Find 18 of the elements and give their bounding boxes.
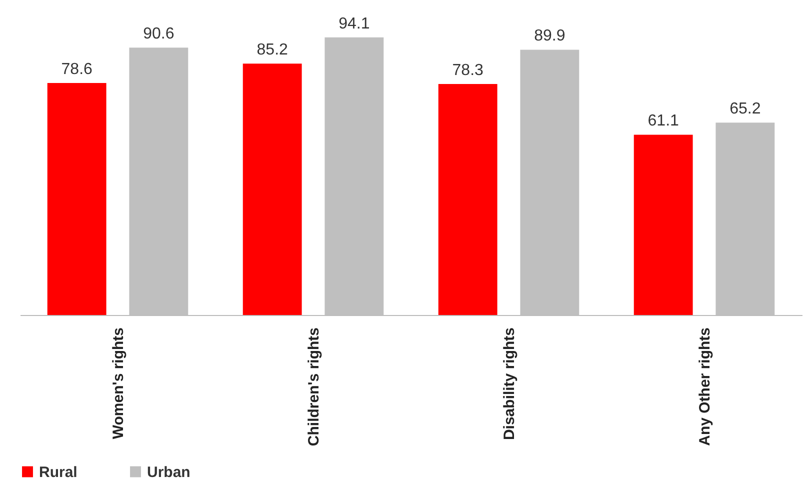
bar — [242, 64, 302, 315]
data-label: 61.1 — [648, 112, 680, 130]
x-tick-label: Children's rights — [305, 328, 322, 446]
x-tick-label: Women's rights — [110, 328, 127, 440]
bar — [634, 134, 693, 315]
data-label: 89.9 — [534, 28, 566, 45]
x-tick-label: Any Other rights — [696, 328, 714, 446]
legend-label: Urban — [147, 464, 190, 481]
data-label: 78.6 — [61, 61, 93, 78]
bar — [47, 83, 106, 315]
bar — [438, 84, 498, 315]
data-label: 90.6 — [143, 26, 174, 43]
data-label: 78.3 — [452, 62, 484, 79]
x-tick-label: Disability rights — [500, 328, 518, 440]
data-label: 65.2 — [730, 100, 761, 118]
data-label: 94.1 — [338, 15, 370, 32]
data-label: 85.2 — [256, 42, 288, 59]
legend-label: Rural — [39, 464, 78, 481]
